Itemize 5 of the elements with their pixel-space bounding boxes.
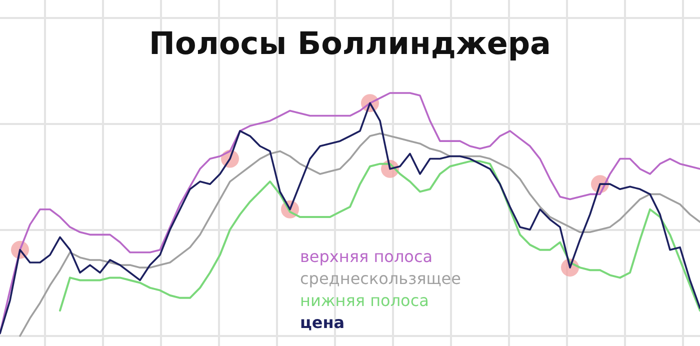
text: нижняя полоса [300,291,429,310]
text: цена [300,313,345,332]
text: среднескользящее [300,269,461,288]
chart-title: Полосы Боллинджера [149,26,551,62]
text: верхняя полоса [300,247,433,266]
